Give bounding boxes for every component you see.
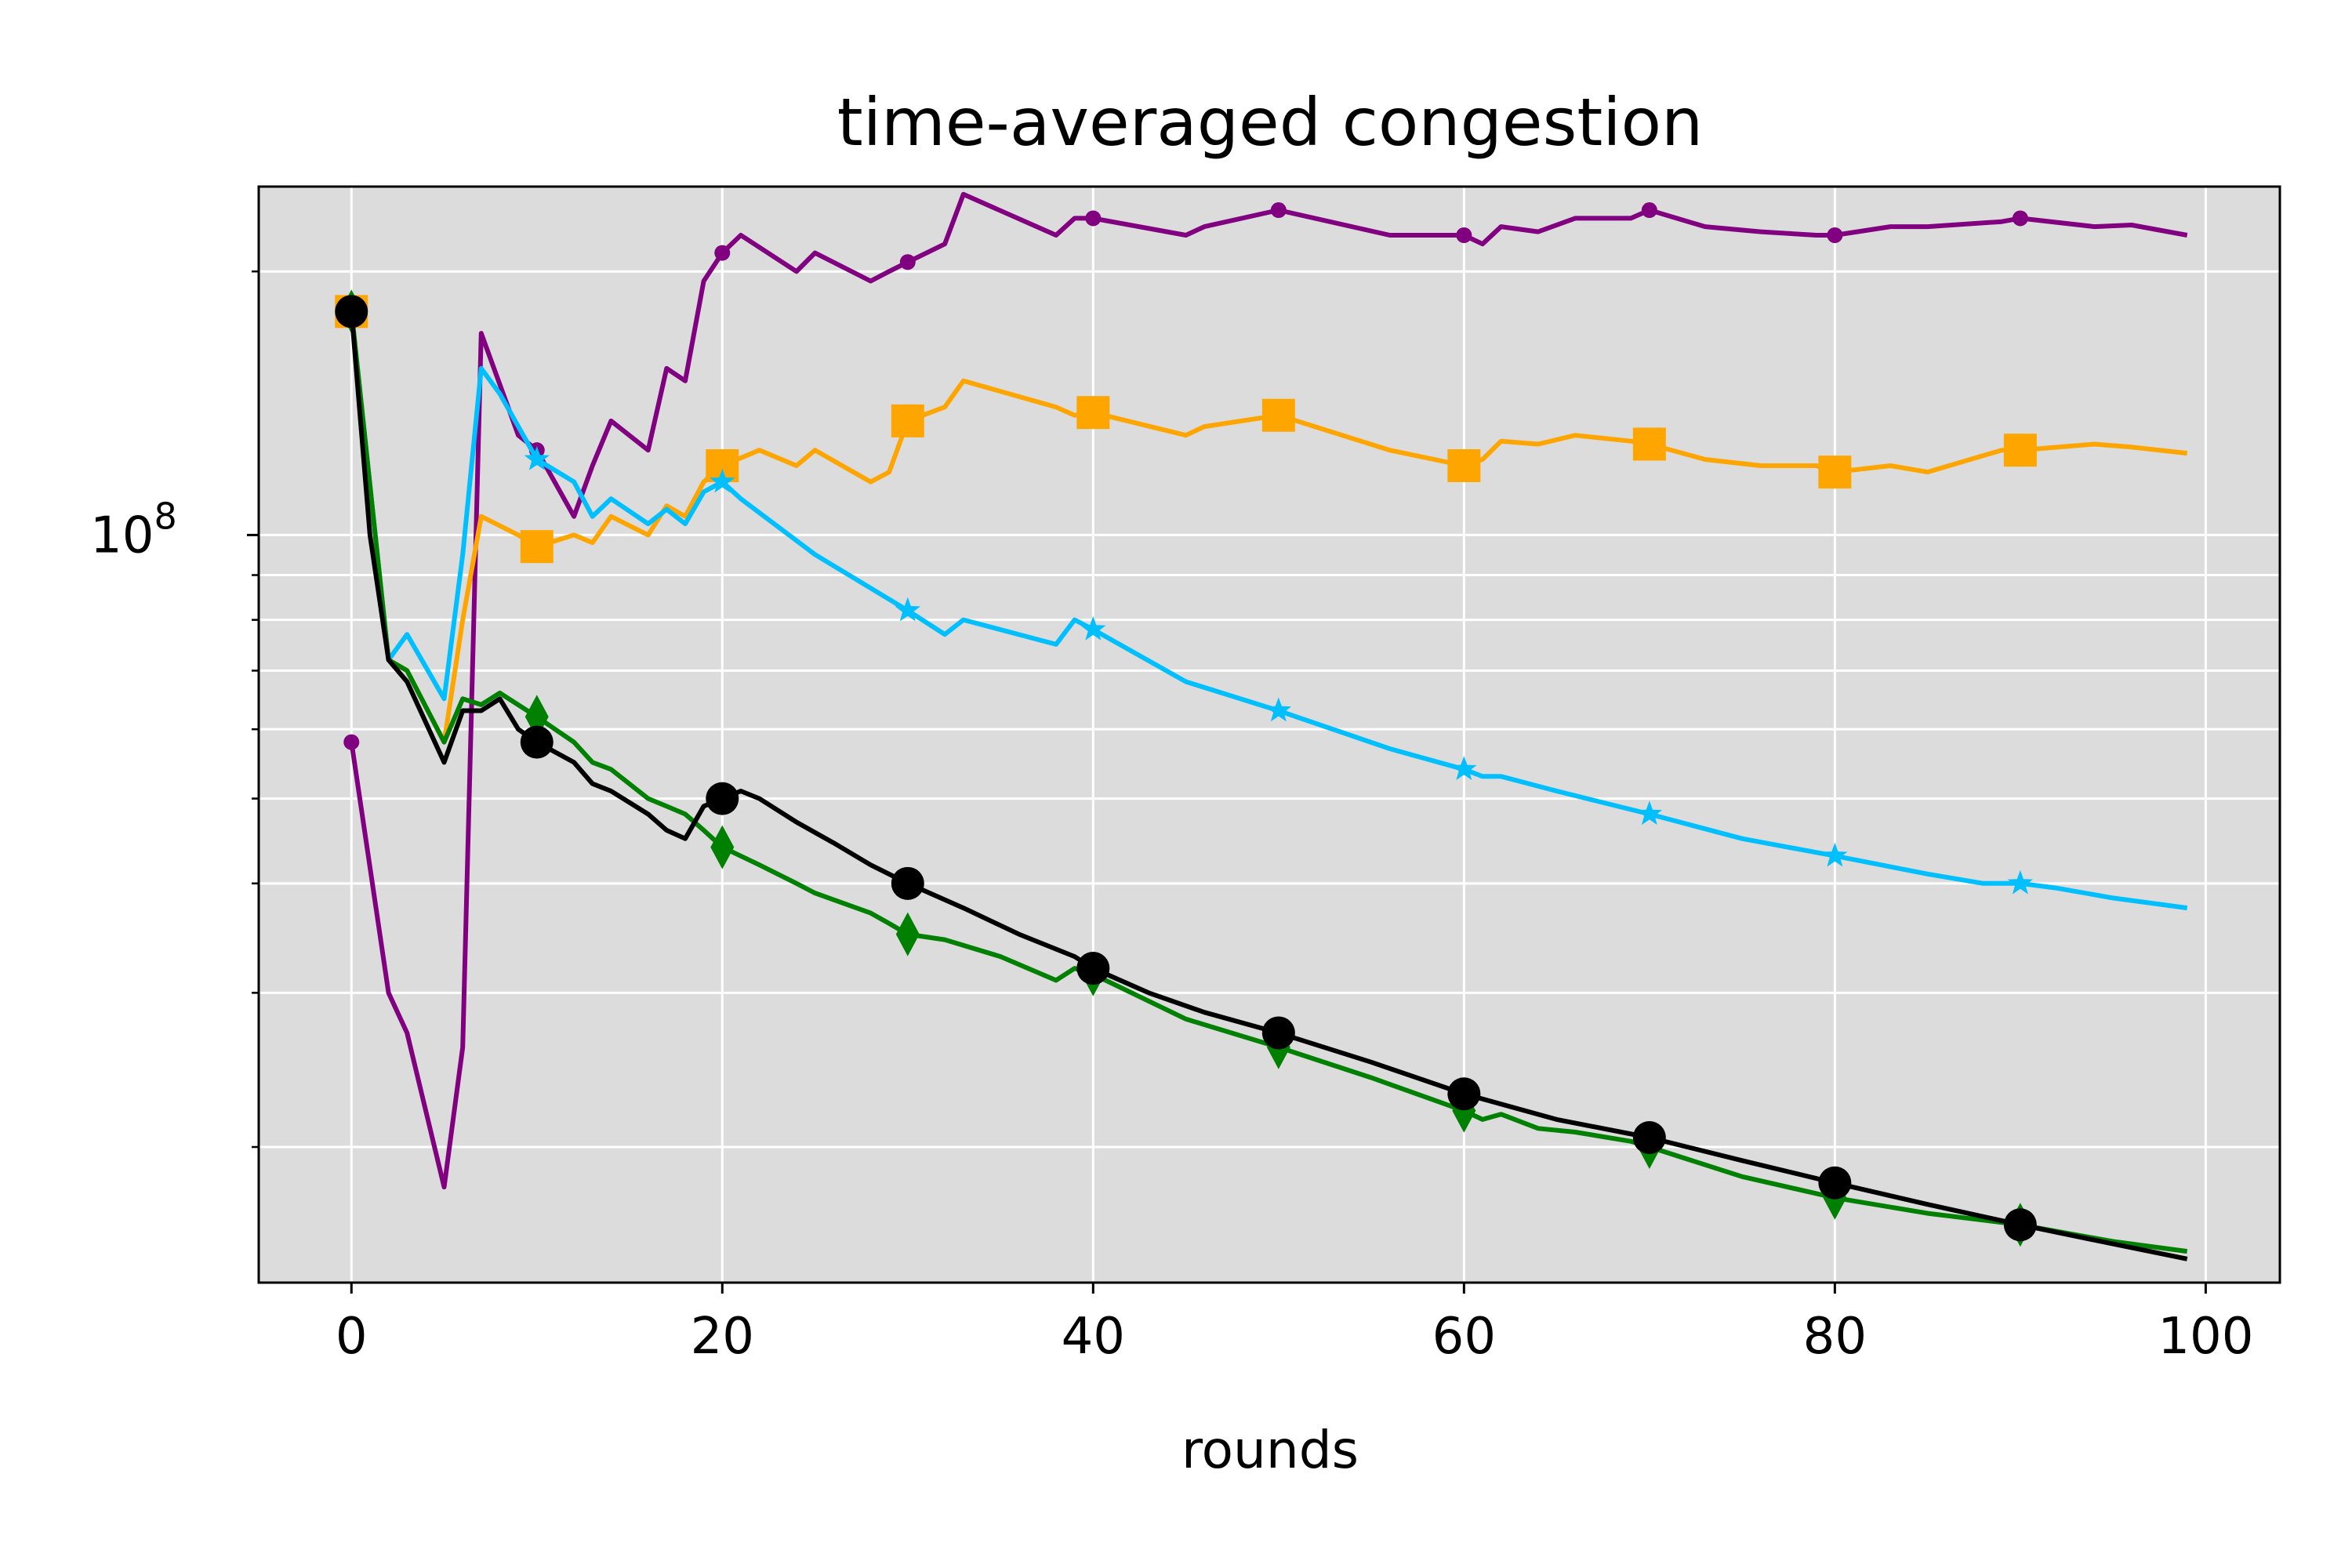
axis-ticks: 0 20 40 60 80 100 108 [90, 270, 2253, 1366]
data-point [1447, 1077, 1481, 1111]
data-point [1080, 615, 1106, 641]
data-point [895, 912, 920, 956]
data-point [1818, 1166, 1852, 1200]
data-point [520, 530, 554, 564]
data-point [710, 468, 735, 493]
data-point [2003, 434, 2037, 467]
x-tick-label: 0 [336, 1308, 368, 1366]
data-point [891, 866, 924, 900]
data-point [706, 782, 739, 815]
data-point [1456, 227, 1472, 244]
data-point [1632, 1121, 1666, 1155]
chart-title: time-averaged congestion [837, 84, 1703, 161]
plot-frame [257, 185, 2281, 1284]
data-point [1261, 398, 1295, 432]
y-tick-label-exponent: 8 [154, 495, 176, 537]
data-point [899, 254, 916, 270]
series-4 [335, 295, 2188, 1261]
data-point [1636, 800, 1662, 826]
x-tick-label: 100 [2158, 1308, 2253, 1366]
data-point [520, 725, 554, 759]
data-point [1076, 396, 1110, 430]
data-point [1265, 697, 1291, 722]
data-point [1632, 427, 1666, 461]
data-point [524, 446, 550, 470]
y-tick-label-base: 10 [90, 506, 154, 564]
grid-lines [259, 187, 2280, 1283]
x-tick-label: 60 [1432, 1308, 1496, 1366]
x-tick-label: 80 [1803, 1308, 1867, 1366]
data-point [895, 597, 920, 622]
series-layer [335, 191, 2188, 1261]
x-tick-label: 40 [1062, 1308, 1125, 1366]
data-point [1641, 202, 1657, 219]
data-point [1827, 227, 1843, 244]
data-point [1085, 210, 1102, 227]
x-axis-title: rounds [1181, 1420, 1359, 1480]
series-line [349, 191, 2188, 1190]
plot-area [259, 187, 2280, 1283]
data-point [2007, 869, 2033, 895]
y-tick-label: 108 [90, 495, 177, 564]
data-point [1447, 448, 1481, 482]
data-point [1261, 1016, 1295, 1050]
data-point [335, 295, 368, 328]
data-point [2012, 210, 2028, 227]
data-point [1076, 952, 1110, 985]
data-point [710, 825, 735, 869]
data-point [891, 404, 924, 437]
series-line [349, 311, 2188, 1261]
data-point [2003, 1208, 2037, 1242]
data-point [343, 734, 360, 750]
data-point [714, 245, 731, 261]
data-point [1270, 202, 1287, 219]
x-tick-label: 20 [691, 1308, 754, 1366]
data-point [1451, 756, 1477, 780]
series-line [349, 310, 2188, 911]
data-point [1818, 456, 1852, 489]
series-line [349, 310, 2188, 745]
data-point [1822, 842, 1848, 867]
